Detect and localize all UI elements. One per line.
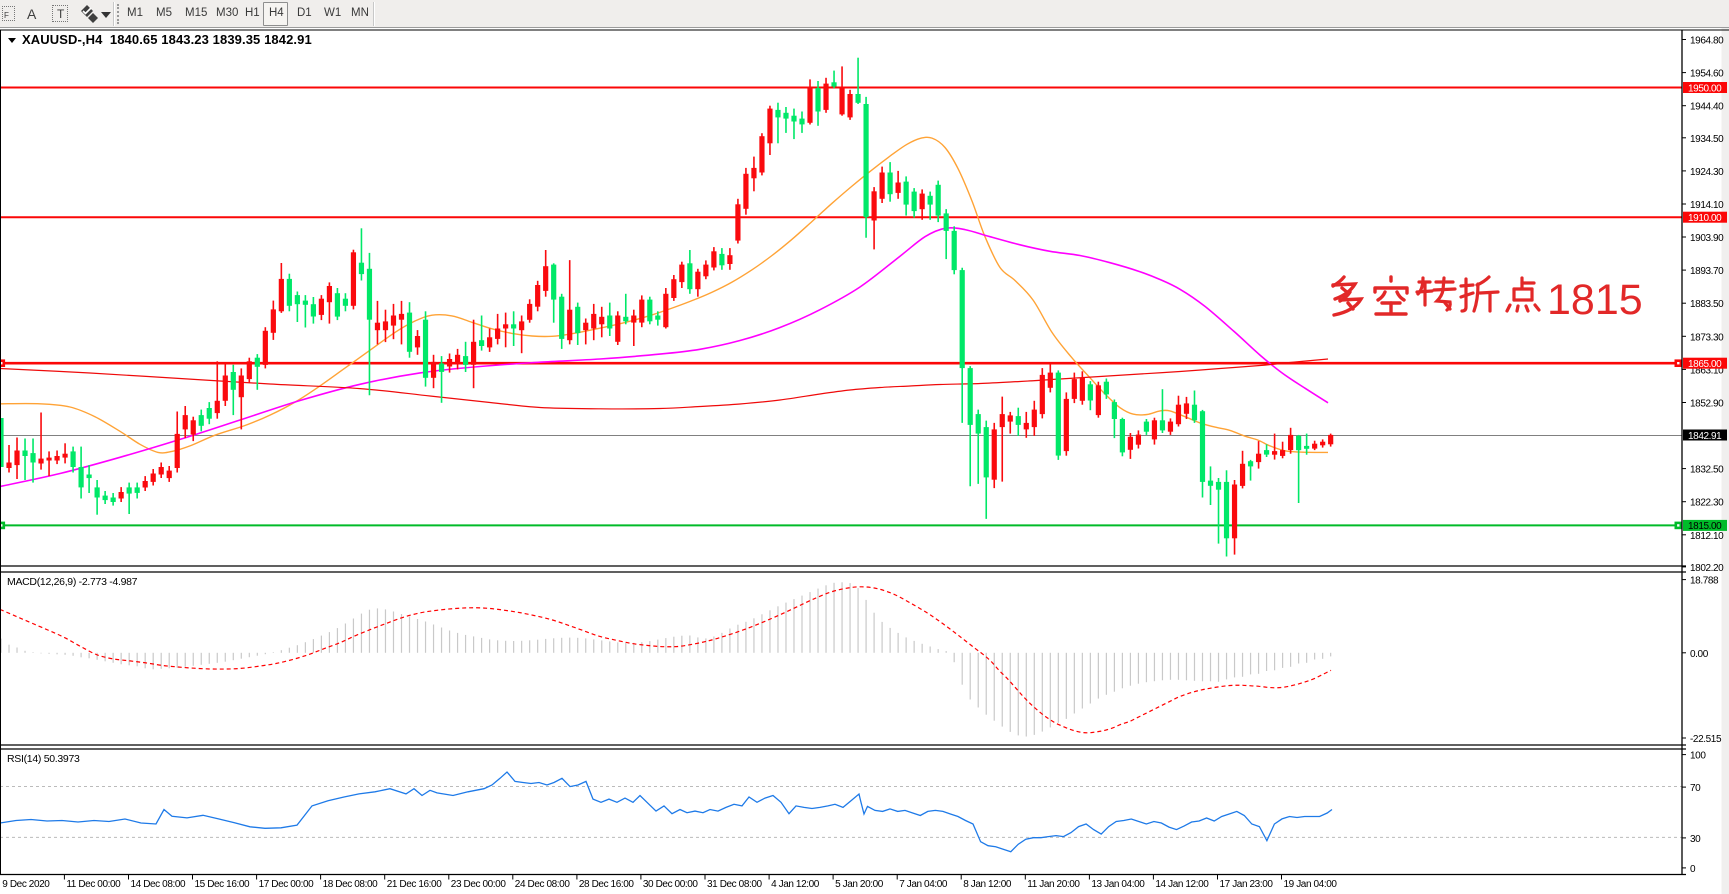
svg-text:13 Jan 04:00: 13 Jan 04:00 [1091, 879, 1145, 890]
svg-text:1944.40: 1944.40 [1690, 102, 1724, 113]
svg-text:1812.10: 1812.10 [1690, 531, 1724, 542]
svg-text:1815: 1815 [1547, 276, 1643, 324]
svg-text:1924.30: 1924.30 [1690, 167, 1724, 178]
svg-text:1950.00: 1950.00 [1688, 83, 1722, 94]
svg-text:1934.50: 1934.50 [1690, 134, 1724, 145]
svg-text:MACD(12,26,9) -2.773 -4.987: MACD(12,26,9) -2.773 -4.987 [7, 576, 138, 588]
svg-text:1893.70: 1893.70 [1690, 266, 1724, 277]
svg-text:18 Dec 08:00: 18 Dec 08:00 [323, 879, 379, 890]
svg-text:1842.91: 1842.91 [1688, 431, 1722, 442]
svg-text:18.788: 18.788 [1690, 576, 1719, 587]
svg-text:28 Dec 16:00: 28 Dec 16:00 [579, 879, 635, 890]
svg-text:1865.00: 1865.00 [1688, 359, 1722, 370]
svg-text:70: 70 [1690, 783, 1701, 794]
svg-text:XAUUSD-,H4 1840.65 1843.23 18: XAUUSD-,H4 1840.65 1843.23 1839.35 1842.… [22, 32, 312, 47]
svg-text:100: 100 [1690, 751, 1706, 762]
svg-text:11 Dec 00:00: 11 Dec 00:00 [66, 879, 121, 890]
svg-text:1964.80: 1964.80 [1690, 36, 1724, 47]
svg-text:1873.30: 1873.30 [1690, 332, 1724, 343]
svg-text:-22.515: -22.515 [1690, 734, 1722, 745]
svg-text:9 Dec 2020: 9 Dec 2020 [2, 879, 50, 890]
svg-text:24 Dec 08:00: 24 Dec 08:00 [515, 879, 571, 890]
svg-text:19 Jan 04:00: 19 Jan 04:00 [1284, 879, 1338, 890]
svg-text:1863.10: 1863.10 [1690, 365, 1724, 376]
svg-text:30: 30 [1690, 834, 1701, 845]
svg-text:1832.50: 1832.50 [1690, 465, 1724, 476]
svg-text:0.00: 0.00 [1690, 649, 1709, 660]
svg-text:8 Jan 12:00: 8 Jan 12:00 [963, 879, 1012, 890]
svg-text:1852.90: 1852.90 [1690, 399, 1724, 410]
svg-text:1954.60: 1954.60 [1690, 69, 1724, 80]
svg-text:1822.30: 1822.30 [1690, 498, 1724, 509]
svg-text:30 Dec 00:00: 30 Dec 00:00 [643, 879, 699, 890]
svg-text:17 Jan 23:00: 17 Jan 23:00 [1220, 879, 1274, 890]
svg-text:0: 0 [1690, 864, 1696, 875]
svg-text:5 Jan 20:00: 5 Jan 20:00 [835, 879, 884, 890]
svg-text:1883.50: 1883.50 [1690, 299, 1724, 310]
svg-text:1815.00: 1815.00 [1688, 521, 1722, 532]
svg-text:1910.00: 1910.00 [1688, 213, 1722, 224]
svg-text:23 Dec 00:00: 23 Dec 00:00 [451, 879, 507, 890]
svg-text:21 Dec 16:00: 21 Dec 16:00 [387, 879, 443, 890]
svg-text:11 Jan 20:00: 11 Jan 20:00 [1027, 879, 1080, 890]
svg-text:7 Jan 04:00: 7 Jan 04:00 [899, 879, 948, 890]
svg-text:14 Jan 12:00: 14 Jan 12:00 [1155, 879, 1209, 890]
svg-text:15 Dec 16:00: 15 Dec 16:00 [195, 879, 251, 890]
svg-text:1914.10: 1914.10 [1690, 200, 1724, 211]
svg-text:4 Jan 12:00: 4 Jan 12:00 [771, 879, 820, 890]
svg-text:RSI(14) 50.3973: RSI(14) 50.3973 [7, 753, 80, 765]
svg-text:1903.90: 1903.90 [1690, 233, 1724, 244]
svg-text:14 Dec 08:00: 14 Dec 08:00 [131, 879, 187, 890]
svg-text:17 Dec 00:00: 17 Dec 00:00 [259, 879, 315, 890]
svg-text:31 Dec 08:00: 31 Dec 08:00 [707, 879, 763, 890]
svg-text:1802.20: 1802.20 [1690, 563, 1724, 574]
